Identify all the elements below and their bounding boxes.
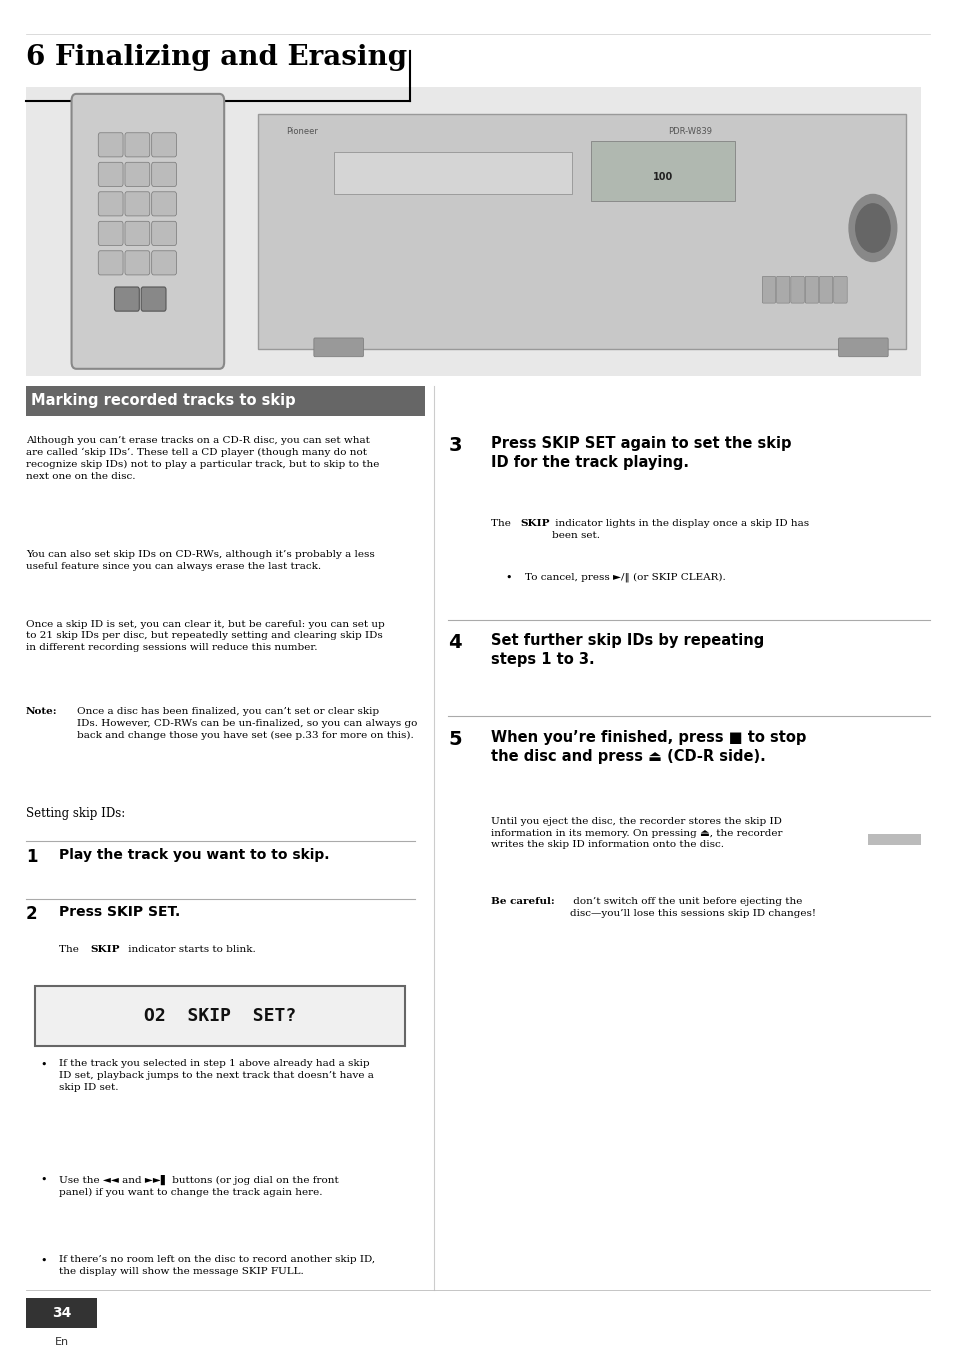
- FancyBboxPatch shape: [35, 985, 405, 1046]
- FancyBboxPatch shape: [98, 162, 123, 186]
- Text: Until you eject the disc, the recorder stores the skip ID
information in its mem: Until you eject the disc, the recorder s…: [491, 817, 782, 849]
- FancyBboxPatch shape: [152, 162, 176, 186]
- Text: SKIP: SKIP: [91, 945, 120, 954]
- FancyBboxPatch shape: [26, 88, 920, 376]
- FancyBboxPatch shape: [71, 94, 224, 369]
- Text: indicator starts to blink.: indicator starts to blink.: [125, 945, 255, 954]
- FancyBboxPatch shape: [125, 132, 150, 156]
- FancyBboxPatch shape: [125, 191, 150, 216]
- Text: 4: 4: [448, 634, 461, 652]
- FancyBboxPatch shape: [98, 132, 123, 156]
- FancyBboxPatch shape: [761, 276, 775, 303]
- FancyBboxPatch shape: [98, 221, 123, 245]
- Text: Although you can’t erase tracks on a CD-R disc, you can set what
are called ‘ski: Although you can’t erase tracks on a CD-…: [26, 435, 378, 481]
- FancyBboxPatch shape: [152, 132, 176, 156]
- FancyBboxPatch shape: [152, 221, 176, 245]
- Text: Be careful:: Be careful:: [491, 898, 555, 906]
- FancyBboxPatch shape: [257, 115, 905, 349]
- FancyBboxPatch shape: [776, 276, 789, 303]
- FancyBboxPatch shape: [26, 387, 424, 415]
- Text: Play the track you want to to skip.: Play the track you want to to skip.: [59, 848, 330, 861]
- Text: Note:: Note:: [26, 706, 57, 716]
- FancyBboxPatch shape: [26, 1298, 97, 1328]
- Text: En: En: [54, 1337, 69, 1347]
- Text: indicator lights in the display once a skip ID has
been set.: indicator lights in the display once a s…: [552, 519, 809, 539]
- Text: Press SKIP SET again to set the skip
ID for the track playing.: Press SKIP SET again to set the skip ID …: [491, 435, 791, 470]
- Text: SKIP: SKIP: [519, 519, 549, 528]
- Text: To cancel, press ►/‖ (or SKIP CLEAR).: To cancel, press ►/‖ (or SKIP CLEAR).: [524, 573, 724, 582]
- Text: 100: 100: [652, 173, 673, 182]
- FancyBboxPatch shape: [125, 162, 150, 186]
- FancyBboxPatch shape: [125, 251, 150, 275]
- Text: •: •: [40, 1060, 47, 1069]
- Text: •: •: [40, 1175, 47, 1185]
- Text: PDR-W839: PDR-W839: [667, 128, 711, 136]
- Text: You can also set skip IDs on CD-RWs, although it’s probably a less
useful featur: You can also set skip IDs on CD-RWs, alt…: [26, 550, 375, 570]
- FancyBboxPatch shape: [867, 834, 920, 845]
- FancyBboxPatch shape: [591, 140, 734, 201]
- Text: Setting skip IDs:: Setting skip IDs:: [26, 807, 125, 821]
- FancyBboxPatch shape: [141, 287, 166, 311]
- Text: Use the ◄◄ and ►►▌ buttons (or jog dial on the front
panel) if you want to chang: Use the ◄◄ and ►►▌ buttons (or jog dial …: [59, 1175, 338, 1197]
- Text: don’t switch off the unit before ejecting the
disc—you’ll lose this sessions ski: don’t switch off the unit before ejectin…: [570, 898, 816, 918]
- Text: Once a skip ID is set, you can clear it, but be careful: you can set up
to 21 sk: Once a skip ID is set, you can clear it,…: [26, 620, 384, 652]
- FancyBboxPatch shape: [790, 276, 803, 303]
- Text: •: •: [40, 1255, 47, 1266]
- Text: •: •: [505, 573, 512, 582]
- Text: 2: 2: [26, 906, 37, 923]
- Text: Once a disc has been finalized, you can’t set or clear skip
IDs. However, CD-RWs: Once a disc has been finalized, you can’…: [77, 706, 417, 740]
- FancyBboxPatch shape: [114, 287, 139, 311]
- FancyBboxPatch shape: [314, 338, 363, 357]
- Text: 3: 3: [448, 435, 461, 454]
- Text: 6 Finalizing and Erasing: 6 Finalizing and Erasing: [26, 44, 407, 71]
- FancyBboxPatch shape: [152, 251, 176, 275]
- Circle shape: [848, 194, 896, 262]
- Text: Pioneer: Pioneer: [286, 128, 317, 136]
- FancyBboxPatch shape: [98, 251, 123, 275]
- Text: If the track you selected in step 1 above already had a skip
ID set, playback ju: If the track you selected in step 1 abov…: [59, 1060, 374, 1092]
- Text: If there’s no room left on the disc to record another skip ID,
the display will : If there’s no room left on the disc to r…: [59, 1255, 375, 1277]
- Circle shape: [855, 204, 889, 252]
- Text: 34: 34: [51, 1306, 71, 1320]
- FancyBboxPatch shape: [833, 276, 846, 303]
- Text: Set further skip IDs by repeating
steps 1 to 3.: Set further skip IDs by repeating steps …: [491, 634, 763, 667]
- Text: 5: 5: [448, 729, 461, 748]
- Text: Marking recorded tracks to skip: Marking recorded tracks to skip: [31, 394, 295, 408]
- FancyBboxPatch shape: [152, 191, 176, 216]
- Text: Press SKIP SET.: Press SKIP SET.: [59, 906, 180, 919]
- Text: O2  SKIP  SET?: O2 SKIP SET?: [144, 1007, 296, 1024]
- Text: 1: 1: [26, 848, 37, 865]
- Text: When you’re finished, press ■ to stop
the disc and press ⏏ (CD-R side).: When you’re finished, press ■ to stop th…: [491, 729, 806, 764]
- FancyBboxPatch shape: [334, 151, 572, 194]
- FancyBboxPatch shape: [125, 221, 150, 245]
- FancyBboxPatch shape: [838, 338, 887, 357]
- FancyBboxPatch shape: [804, 276, 818, 303]
- FancyBboxPatch shape: [819, 276, 832, 303]
- FancyBboxPatch shape: [98, 191, 123, 216]
- Text: The: The: [59, 945, 82, 954]
- Text: The: The: [491, 519, 514, 528]
